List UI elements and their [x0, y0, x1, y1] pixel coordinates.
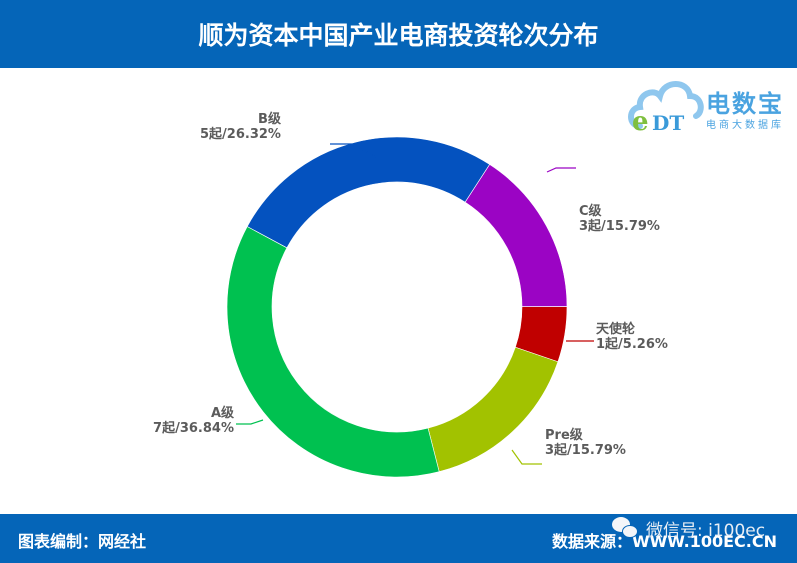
label-a-value: 7起/36.84%	[153, 421, 234, 436]
leader-line	[330, 143, 379, 159]
cloud-logo-icon: e DT	[628, 81, 704, 137]
slice-b	[246, 136, 491, 249]
slice-c	[464, 164, 568, 307]
label-c: C级 3起/15.79%	[579, 204, 660, 234]
label-pre: Pre级 3起/15.79%	[545, 428, 626, 458]
edt-logo: e DT 电数宝 电商大数据库	[626, 74, 796, 137]
leader-line	[511, 449, 542, 465]
label-b-value: 5起/26.32%	[200, 127, 281, 142]
wechat-icon	[612, 516, 642, 541]
label-a: A级 7起/36.84%	[150, 406, 234, 436]
wechat-watermark: 微信号: i100ec	[612, 516, 765, 541]
donut-svg	[226, 136, 594, 478]
leader-line	[546, 167, 576, 173]
label-c-name: C级	[579, 204, 602, 219]
chart-title: 顺为资本中国产业电商投资轮次分布	[198, 21, 599, 50]
label-pre-name: Pre级	[545, 428, 583, 443]
label-a-name: A级	[210, 406, 234, 421]
slice-pre	[427, 346, 559, 473]
logo-subtitle: 电商大数据库	[706, 120, 784, 131]
slice-a	[226, 226, 440, 478]
logo-brand: 电数宝	[706, 90, 784, 118]
wechat-id: 微信号: i100ec	[646, 521, 766, 541]
label-pre-value: 3起/15.79%	[545, 443, 626, 458]
label-b: B级 5起/26.32%	[200, 112, 281, 142]
svg-text:e: e	[632, 107, 649, 136]
footer-compiler: 图表编制：网经社	[18, 532, 147, 551]
donut-chart: B级 5起/26.32% C级 3起/15.79% 天使轮 1起/5.26% P…	[0, 68, 797, 514]
footer-bar: 图表编制：网经社 数据来源：WWW.100EC.CN 微信号: i100ec	[0, 514, 797, 563]
label-angel-value: 1起/5.26%	[596, 337, 668, 352]
label-angel-name: 天使轮	[596, 322, 636, 337]
label-angel: 天使轮 1起/5.26%	[596, 322, 668, 352]
title-bar: 顺为资本中国产业电商投资轮次分布	[0, 0, 797, 68]
leader-line	[236, 419, 264, 425]
svg-text:DT: DT	[652, 111, 684, 135]
footer-source: 数据来源：WWW.100EC.CN	[551, 532, 777, 551]
label-c-value: 3起/15.79%	[579, 219, 660, 234]
label-b-name: B级	[258, 112, 281, 127]
